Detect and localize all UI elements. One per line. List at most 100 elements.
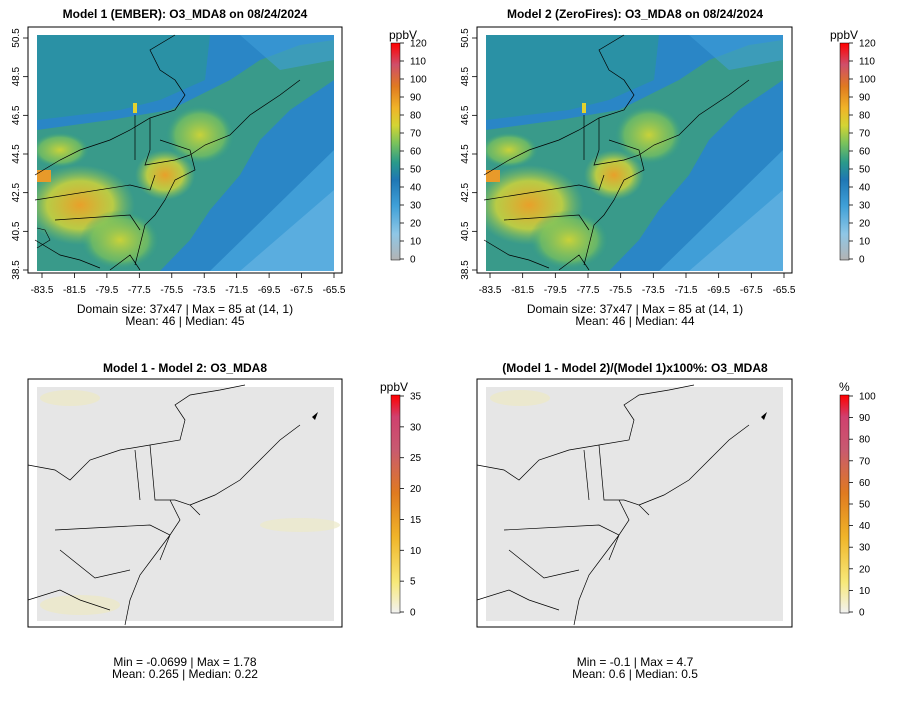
colorbar-tick-label: 50: [859, 500, 871, 511]
panel-model1-basemap: [34, 34, 301, 271]
colorbar-tick-label: 20: [859, 219, 871, 230]
colorbar-tick-label: 5: [410, 577, 416, 588]
panel-model2-colorbar-unit: ppbV: [830, 28, 858, 42]
panel-percent-difference-frame: [476, 378, 793, 628]
panel-percent-difference-colorbar-ramp: [839, 394, 850, 614]
panel-model2-frame: [476, 26, 793, 274]
x-tick-label: -81.5: [511, 285, 534, 296]
colorbar-tick-label: 40: [859, 183, 871, 194]
colorbar-tick-label: 60: [859, 478, 871, 489]
colorbar-tick-label: 35: [410, 392, 422, 403]
colorbar-tick-label: 40: [410, 183, 422, 194]
colorbar-tick-label: 60: [859, 147, 871, 158]
panel-difference-stats-line1: Min = -0.0699 | Max = 1.78: [113, 655, 257, 669]
panel-difference-stats-line2: Mean: 0.265 | Median: 0.22: [112, 667, 258, 681]
x-tick-label: -75.5: [160, 285, 183, 296]
colorbar-tick-label: 10: [859, 237, 871, 248]
colorbar-tick-label: 110: [410, 57, 426, 68]
x-tick-label: -73.5: [193, 285, 216, 296]
colorbar-tick-label: 0: [410, 255, 416, 266]
colorbar-tick-label: 110: [859, 57, 875, 68]
x-tick-label: -73.5: [642, 285, 665, 296]
y-tick-label: 38.5: [11, 260, 22, 280]
panel-model1: Model 1 (EMBER): O3_MDA8 on 08/24/2024 -…: [11, 7, 427, 328]
x-tick-label: -79.5: [544, 285, 567, 296]
y-tick-label: 44.5: [460, 144, 471, 164]
panel-difference: Model 1 - Model 2: O3_MDA8 Min = -0.0699…: [27, 361, 422, 681]
x-tick-label: -67.5: [290, 285, 313, 296]
x-tick-label: -83.5: [479, 285, 502, 296]
colorbar-tick-label: 90: [859, 93, 871, 104]
panel-model2: Model 2 (ZeroFires): O3_MDA8 on 08/24/20…: [460, 7, 876, 328]
panel-model2-colorbar-ticks: 0 10 20 30 40 50 60 70 80 90 100 110 120: [849, 39, 876, 266]
colorbar-tick-label: 70: [859, 456, 871, 467]
x-tick-label: -69.5: [707, 285, 730, 296]
panel-difference-colorbar-ticks: 0 5 10 15 20 25 30 35: [400, 392, 422, 619]
panel-model2-stats-line2: Mean: 46 | Median: 44: [575, 314, 695, 328]
panel-model2-stats-line1: Domain size: 37x47 | Max = 85 at (14, 1): [527, 302, 743, 316]
y-tick-label: 46.5: [460, 105, 471, 125]
colorbar-tick-label: 0: [859, 608, 865, 619]
y-tick-label: 46.5: [11, 105, 22, 125]
colorbar-tick-label: 80: [410, 111, 422, 122]
panel-difference-frame: [27, 378, 343, 628]
colorbar-tick-label: 70: [410, 129, 422, 140]
y-tick-label: 42.5: [11, 182, 22, 202]
colorbar-tick-label: 70: [859, 129, 871, 140]
colorbar-tick-label: 30: [859, 201, 871, 212]
colorbar-tick-label: 20: [410, 484, 422, 495]
x-tick-label: -81.5: [63, 285, 86, 296]
panel-difference-field: [37, 387, 334, 621]
panel-percent-difference-colorbar-ticks: 0 10 20 30 40 50 60 70 80 90 100: [849, 392, 876, 619]
colorbar-tick-label: 10: [410, 237, 422, 248]
y-tick-label: 38.5: [460, 260, 471, 280]
colorbar-tick-label: 0: [410, 608, 416, 619]
colorbar-tick-label: 25: [410, 453, 422, 464]
y-tick-label: 48.5: [460, 66, 471, 86]
x-tick-label: -65.5: [773, 285, 796, 296]
colorbar-tick-label: 30: [859, 543, 871, 554]
colorbar-tick-label: 100: [859, 392, 876, 403]
panel-difference-basemap: [27, 384, 318, 626]
colorbar-tick-label: 90: [410, 93, 422, 104]
panel-model1-field: [37, 35, 334, 271]
panel-model2-colorbar-ramp: [839, 42, 850, 261]
panel-percent-difference-colorbar-unit: %: [839, 380, 850, 394]
x-tick-label: -77.5: [577, 285, 600, 296]
panel-model1-title: Model 1 (EMBER): O3_MDA8 on 08/24/2024: [63, 7, 308, 21]
colorbar-tick-label: 100: [410, 75, 427, 86]
colorbar-tick-label: 80: [859, 111, 871, 122]
panel-percent-difference-title: (Model 1 - Model 2)/(Model 1)x100%: O3_M…: [502, 361, 768, 375]
x-tick-label: -69.5: [258, 285, 281, 296]
colorbar-tick-label: 50: [410, 165, 422, 176]
x-tick-label: -71.5: [225, 285, 248, 296]
colorbar-tick-label: 20: [859, 564, 871, 575]
colorbar-tick-label: 20: [410, 219, 422, 230]
colorbar-tick-label: 10: [859, 586, 871, 597]
panel-model1-stats-line2: Mean: 46 | Median: 45: [125, 314, 245, 328]
panel-model1-colorbar: ppbV 0 10 20 30 40 50 60 70 80 90 100 110 120: [389, 28, 427, 266]
y-tick-label: 40.5: [460, 221, 471, 241]
colorbar-tick-label: 120: [410, 39, 427, 50]
panel-percent-difference-stats-line2: Mean: 0.6 | Median: 0.5: [572, 667, 698, 681]
panel-percent-difference: (Model 1 - Model 2)/(Model 1)x100%: O3_M…: [476, 361, 876, 681]
x-tick-label: -75.5: [609, 285, 632, 296]
y-tick-label: 42.5: [460, 182, 471, 202]
y-tick-label: 40.5: [11, 221, 22, 241]
x-tick-label: -79.5: [95, 285, 118, 296]
x-tick-label: -83.5: [31, 285, 54, 296]
colorbar-tick-label: 80: [859, 435, 871, 446]
colorbar-tick-label: 120: [859, 39, 876, 50]
x-tick-label: -77.5: [128, 285, 151, 296]
panel-difference-title: Model 1 - Model 2: O3_MDA8: [103, 361, 267, 375]
colorbar-tick-label: 30: [410, 201, 422, 212]
panel-percent-difference-stats-line1: Min = -0.1 | Max = 4.7: [577, 655, 694, 669]
x-tick-label: -71.5: [675, 285, 698, 296]
colorbar-tick-label: 10: [410, 546, 422, 557]
y-tick-label: 48.5: [11, 66, 22, 86]
colorbar-tick-label: 40: [859, 521, 871, 532]
colorbar-tick-label: 60: [410, 147, 422, 158]
colorbar-tick-label: 100: [859, 75, 876, 86]
